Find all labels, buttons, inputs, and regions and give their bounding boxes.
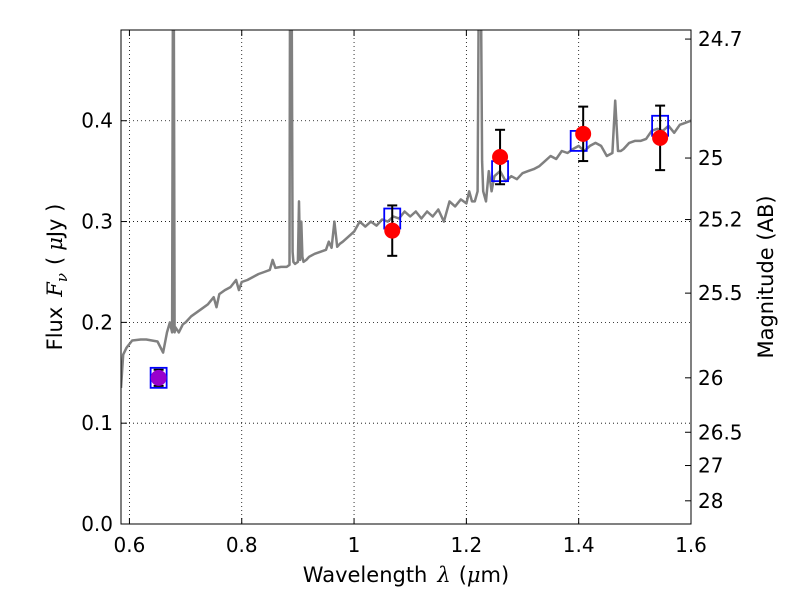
right-axis-label: Magnitude (AB) bbox=[754, 195, 778, 358]
right-tick-label: 24.7 bbox=[698, 27, 743, 51]
observed-series bbox=[150, 104, 669, 387]
x-tick-label: 1.4 bbox=[563, 533, 595, 557]
y-axis-label: FluxFν(μJy ) bbox=[43, 204, 71, 351]
y-tick-label: 0.1 bbox=[81, 411, 113, 435]
x-tick-label: 1 bbox=[348, 533, 361, 557]
y-tick-label: 0.4 bbox=[81, 109, 113, 133]
ticks: 0.6 0.8 1 1.2 1.4 1.6 0.0 0.1 0.2 0.3 0.4 24.7 25 25.… bbox=[81, 27, 742, 557]
right-tick-label: 27 bbox=[698, 454, 723, 478]
observed-point bbox=[492, 149, 509, 166]
right-tick-label: 28 bbox=[698, 489, 723, 513]
right-tick-label: 25 bbox=[698, 146, 723, 170]
model-photometry-series bbox=[149, 114, 670, 389]
observed-point bbox=[652, 129, 669, 146]
x-tick-label: 1.2 bbox=[450, 533, 482, 557]
observed-point bbox=[575, 125, 592, 142]
observed-point bbox=[384, 222, 401, 239]
right-tick-label: 25.2 bbox=[698, 208, 743, 232]
spectrum-line bbox=[121, 30, 691, 388]
spectrum-series bbox=[121, 30, 691, 388]
y-tick-label: 0.3 bbox=[81, 210, 113, 234]
right-tick-label: 25.5 bbox=[698, 281, 743, 305]
right-tick-label: 26.5 bbox=[698, 420, 743, 444]
x-axis-label: Wavelength λ (μm) bbox=[303, 563, 509, 587]
y-tick-label: 0.0 bbox=[81, 512, 113, 536]
x-tick-label: 1.6 bbox=[675, 533, 707, 557]
plot-frame bbox=[120, 29, 692, 525]
observed-point bbox=[150, 369, 167, 386]
y-tick-label: 0.2 bbox=[81, 310, 113, 334]
x-tick-label: 0.6 bbox=[114, 533, 146, 557]
right-tick-label: 26 bbox=[698, 366, 723, 390]
x-tick-label: 0.8 bbox=[226, 533, 258, 557]
grid bbox=[121, 30, 692, 525]
